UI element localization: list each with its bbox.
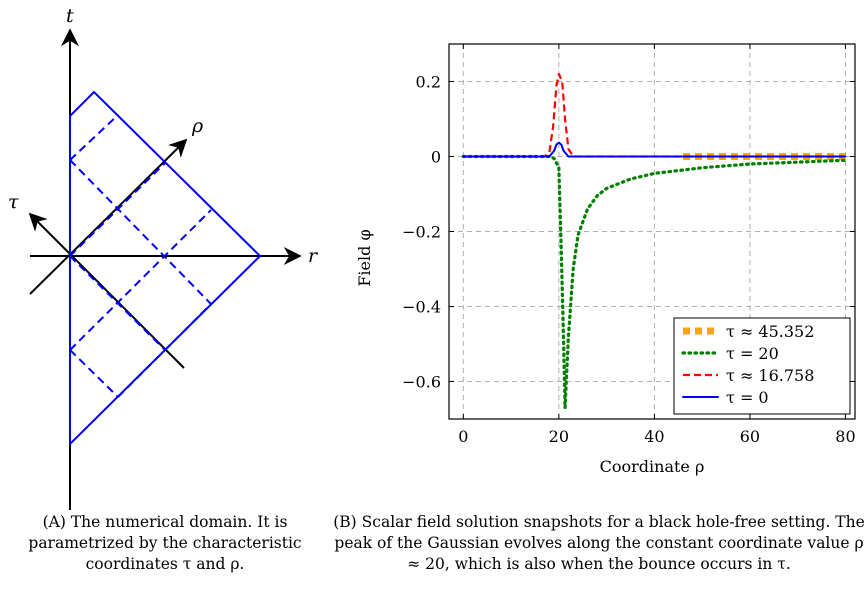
x-tick-label: 0 [458,427,468,446]
y-tick-label: 0.2 [416,73,441,92]
domain-boundary [69,90,262,447]
t-axis-label: t [66,5,74,27]
legend-entry: τ ≈ 45.352 [726,322,814,341]
x-tick-label: 40 [644,427,664,446]
legend: τ ≈ 45.352 τ = 20 τ ≈ 16.758 τ = 0 [673,317,851,415]
legend-entry: τ = 0 [726,388,769,407]
chart-series [461,72,848,410]
y-tick-label: 0 [431,148,441,167]
field-chart: 0 20 40 60 80 0.2 0 −0.2 −0.4 −0.6 Coordinate ρ F… [355,43,856,476]
tau-axis-label: τ [8,191,19,213]
series-line-3 [462,141,847,158]
series-line-1 [461,154,848,410]
y-tick-label: −0.4 [402,298,441,317]
legend-entry: τ = 20 [726,344,779,363]
tau-axis [28,212,185,369]
legend-entry: τ ≈ 16.758 [726,366,814,385]
caption-a-text: The numerical domain. It is parametrized… [28,513,302,573]
caption-b-label: (B) [333,513,357,531]
caption-a: (A) The numerical domain. It is parametr… [2,512,328,575]
caption-b: (B) Scalar field solution snapshots for … [332,512,866,575]
x-axis-label: Coordinate ρ [600,457,705,476]
x-tick-label: 60 [740,427,760,446]
x-tick-label: 80 [835,427,855,446]
domain-diagram: t r ρ τ [8,5,319,510]
chart-ticks: 0 20 40 60 80 0.2 0 −0.2 −0.4 −0.6 [402,44,856,446]
x-tick-label: 20 [549,427,569,446]
caption-a-label: (A) [42,513,66,531]
rho-axis-label: ρ [191,115,204,137]
caption-b-text: Scalar field solution snapshots for a bl… [334,513,865,573]
y-tick-label: −0.6 [402,373,441,392]
y-axis-label: Field φ [355,229,374,286]
y-tick-label: −0.2 [402,223,441,242]
rho-axis [29,138,188,295]
r-axis-label: r [308,245,319,267]
characteristic-grid [69,114,212,398]
